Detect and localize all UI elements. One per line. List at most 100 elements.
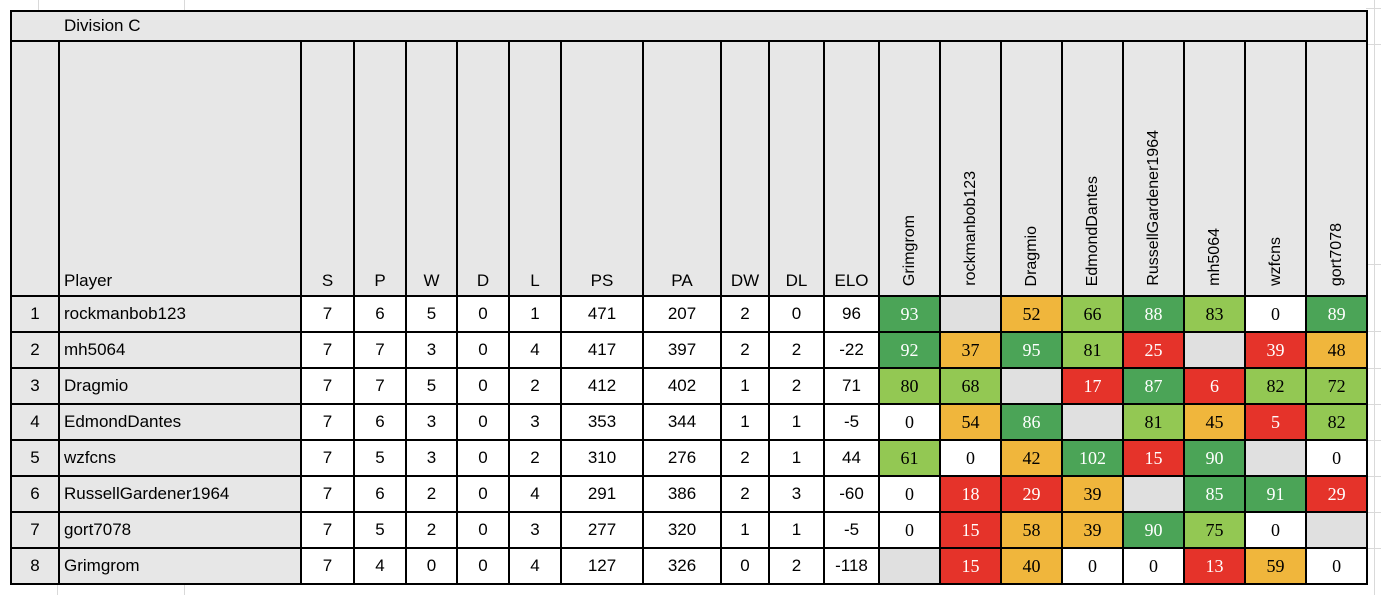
player-cell[interactable]: mh5064 xyxy=(58,331,302,369)
header-d[interactable]: D xyxy=(456,40,510,297)
result-cell[interactable] xyxy=(1244,439,1307,477)
stat-cell[interactable]: 6 xyxy=(353,475,407,513)
header-opponent-grimgrom[interactable]: Grimgrom xyxy=(878,40,941,297)
result-cell[interactable]: 82 xyxy=(1244,367,1307,405)
stat-cell[interactable]: 291 xyxy=(560,475,644,513)
result-cell[interactable]: 0 xyxy=(1244,511,1307,549)
stat-cell[interactable]: 1 xyxy=(720,511,770,549)
result-cell[interactable]: 40 xyxy=(1000,547,1063,585)
result-cell[interactable]: 72 xyxy=(1304,367,1369,405)
player-cell[interactable]: Dragmio xyxy=(58,367,302,405)
result-cell[interactable]: 0 xyxy=(939,439,1002,477)
stat-cell[interactable]: 44 xyxy=(823,439,880,477)
stat-cell[interactable]: 4 xyxy=(508,475,562,513)
header-opponent-russellgardener1964[interactable]: RussellGardener1964 xyxy=(1122,40,1185,297)
stat-cell[interactable]: 127 xyxy=(560,547,644,585)
stat-cell[interactable]: 7 xyxy=(300,403,355,441)
stat-cell[interactable]: 0 xyxy=(456,295,510,333)
result-cell[interactable]: 89 xyxy=(1304,295,1369,333)
stat-cell[interactable]: 326 xyxy=(642,547,722,585)
stat-cell[interactable]: 2 xyxy=(768,331,825,369)
rank-cell[interactable]: 8 xyxy=(10,547,60,585)
rank-cell[interactable]: 2 xyxy=(10,331,60,369)
division-title[interactable]: Division C xyxy=(9,10,1369,42)
header-p[interactable]: P xyxy=(353,40,407,297)
header-l[interactable]: L xyxy=(508,40,562,297)
result-cell[interactable]: 39 xyxy=(1061,475,1124,513)
player-cell[interactable]: RussellGardener1964 xyxy=(58,475,302,513)
player-cell[interactable]: wzfcns xyxy=(58,439,302,477)
result-cell[interactable]: 80 xyxy=(878,367,941,405)
stat-cell[interactable]: 7 xyxy=(300,331,355,369)
result-cell[interactable]: 81 xyxy=(1122,403,1185,441)
stat-cell[interactable]: 0 xyxy=(456,511,510,549)
stat-cell[interactable]: -5 xyxy=(823,511,880,549)
result-cell[interactable]: 66 xyxy=(1061,295,1124,333)
stat-cell[interactable]: 5 xyxy=(353,511,407,549)
result-cell[interactable]: 29 xyxy=(1000,475,1063,513)
header-s[interactable]: S xyxy=(300,40,355,297)
header-dl[interactable]: DL xyxy=(768,40,825,297)
stat-cell[interactable]: 1 xyxy=(720,403,770,441)
result-cell[interactable]: 15 xyxy=(939,547,1002,585)
result-cell[interactable]: 5 xyxy=(1244,403,1307,441)
stat-cell[interactable]: 0 xyxy=(456,475,510,513)
stat-cell[interactable]: 402 xyxy=(642,367,722,405)
rank-cell[interactable]: 6 xyxy=(10,475,60,513)
stat-cell[interactable]: 6 xyxy=(353,295,407,333)
header-dw[interactable]: DW xyxy=(720,40,770,297)
result-cell[interactable]: 92 xyxy=(878,331,941,369)
result-cell[interactable]: 15 xyxy=(939,511,1002,549)
stat-cell[interactable]: 2 xyxy=(720,295,770,333)
stat-cell[interactable]: 0 xyxy=(456,331,510,369)
stat-cell[interactable]: 3 xyxy=(508,511,562,549)
result-cell[interactable]: 0 xyxy=(878,403,941,441)
stat-cell[interactable]: -5 xyxy=(823,403,880,441)
stat-cell[interactable]: 7 xyxy=(353,331,407,369)
stat-cell[interactable]: 2 xyxy=(768,367,825,405)
result-cell[interactable]: 75 xyxy=(1183,511,1246,549)
stat-cell[interactable]: 2 xyxy=(768,547,825,585)
stat-cell[interactable]: 5 xyxy=(405,295,458,333)
result-cell[interactable] xyxy=(1061,403,1124,441)
stat-cell[interactable]: 0 xyxy=(456,547,510,585)
result-cell[interactable]: 13 xyxy=(1183,547,1246,585)
stat-cell[interactable]: 386 xyxy=(642,475,722,513)
header-rank[interactable] xyxy=(10,40,60,297)
stat-cell[interactable]: 6 xyxy=(353,403,407,441)
header-opponent-gort7078[interactable]: gort7078 xyxy=(1304,40,1369,297)
result-cell[interactable]: 52 xyxy=(1000,295,1063,333)
result-cell[interactable]: 0 xyxy=(1122,547,1185,585)
stat-cell[interactable]: 7 xyxy=(300,295,355,333)
stat-cell[interactable]: 320 xyxy=(642,511,722,549)
stat-cell[interactable]: 7 xyxy=(300,439,355,477)
stat-cell[interactable]: 1 xyxy=(508,295,562,333)
result-cell[interactable]: 86 xyxy=(1000,403,1063,441)
stat-cell[interactable]: 207 xyxy=(642,295,722,333)
result-cell[interactable]: 54 xyxy=(939,403,1002,441)
result-cell[interactable] xyxy=(939,295,1002,333)
rank-cell[interactable]: 5 xyxy=(10,439,60,477)
result-cell[interactable]: 85 xyxy=(1183,475,1246,513)
result-cell[interactable]: 81 xyxy=(1061,331,1124,369)
stat-cell[interactable]: -60 xyxy=(823,475,880,513)
result-cell[interactable]: 88 xyxy=(1122,295,1185,333)
stat-cell[interactable]: 353 xyxy=(560,403,644,441)
result-cell[interactable]: 37 xyxy=(939,331,1002,369)
stat-cell[interactable]: 0 xyxy=(456,367,510,405)
result-cell[interactable]: 93 xyxy=(878,295,941,333)
result-cell[interactable]: 83 xyxy=(1183,295,1246,333)
result-cell[interactable] xyxy=(1183,331,1246,369)
rank-cell[interactable]: 4 xyxy=(10,403,60,441)
result-cell[interactable]: 42 xyxy=(1000,439,1063,477)
stat-cell[interactable]: 2 xyxy=(720,331,770,369)
stat-cell[interactable]: 7 xyxy=(300,511,355,549)
result-cell[interactable]: 0 xyxy=(1304,439,1369,477)
stat-cell[interactable]: 5 xyxy=(353,439,407,477)
result-cell[interactable]: 59 xyxy=(1244,547,1307,585)
stat-cell[interactable]: 1 xyxy=(768,403,825,441)
result-cell[interactable]: 82 xyxy=(1304,403,1369,441)
result-cell[interactable]: 91 xyxy=(1244,475,1307,513)
stat-cell[interactable]: 0 xyxy=(456,439,510,477)
stat-cell[interactable]: 0 xyxy=(720,547,770,585)
